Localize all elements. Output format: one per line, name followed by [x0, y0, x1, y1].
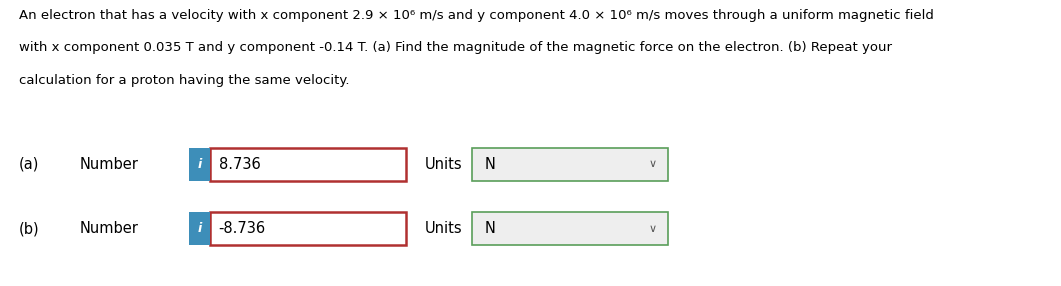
Text: calculation for a proton having the same velocity.: calculation for a proton having the same…: [19, 74, 349, 87]
Text: ∨: ∨: [648, 160, 657, 169]
Text: An electron that has a velocity with x component 2.9 × 10⁶ m/s and y component 4: An electron that has a velocity with x c…: [19, 9, 934, 21]
Text: (b): (b): [19, 221, 39, 236]
Text: N: N: [485, 157, 495, 172]
Text: with x component 0.035 T and y component -0.14 T. (a) Find the magnitude of the : with x component 0.035 T and y component…: [19, 41, 892, 54]
Text: N: N: [485, 221, 495, 236]
Text: i: i: [197, 158, 202, 171]
Text: -8.736: -8.736: [219, 221, 265, 236]
FancyBboxPatch shape: [210, 212, 406, 245]
Text: Units: Units: [424, 157, 462, 172]
Text: ∨: ∨: [648, 224, 657, 234]
FancyBboxPatch shape: [189, 212, 210, 245]
FancyBboxPatch shape: [210, 148, 406, 181]
FancyBboxPatch shape: [472, 212, 668, 245]
Text: i: i: [197, 222, 202, 235]
Text: Number: Number: [80, 157, 138, 172]
Text: 8.736: 8.736: [219, 157, 260, 172]
Text: Number: Number: [80, 221, 138, 236]
Text: (a): (a): [19, 157, 39, 172]
FancyBboxPatch shape: [189, 148, 210, 181]
Text: Units: Units: [424, 221, 462, 236]
FancyBboxPatch shape: [472, 148, 668, 181]
